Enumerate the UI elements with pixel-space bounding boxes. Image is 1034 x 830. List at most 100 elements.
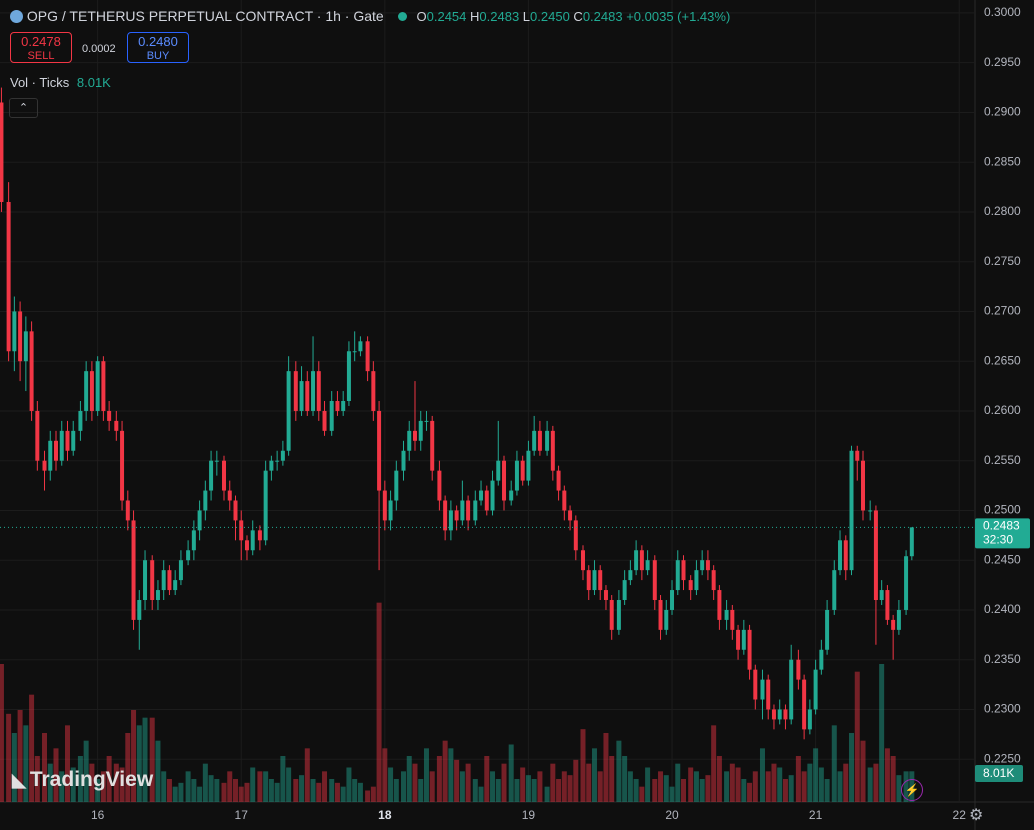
volume-bar — [197, 786, 203, 802]
candle-body — [460, 500, 465, 521]
candle-body — [186, 550, 191, 561]
candle-body — [382, 490, 387, 521]
volume-bar — [412, 763, 418, 802]
volume-bar — [232, 779, 238, 802]
volume-bar — [896, 775, 902, 802]
candle-body — [35, 410, 40, 461]
volume-bar — [299, 775, 305, 802]
sell-price: 0.2478 — [21, 34, 61, 49]
x-tick-label: 17 — [235, 808, 249, 822]
candle-body — [753, 669, 758, 700]
volume-bar — [633, 779, 639, 802]
y-tick-label: 0.2600 — [984, 403, 1021, 417]
volume-bar — [334, 782, 340, 802]
symbol-icon — [10, 10, 23, 23]
volume-bar — [370, 786, 376, 802]
candle-body — [675, 560, 680, 591]
candle-body — [335, 401, 340, 411]
volume-bar — [658, 771, 664, 802]
candle-body — [819, 649, 824, 670]
candle-body — [813, 669, 818, 710]
volume-bar — [280, 756, 286, 802]
candle-body — [161, 570, 166, 591]
candle-body — [717, 590, 722, 620]
volume-bar — [11, 733, 17, 802]
candle-body — [586, 570, 591, 591]
candle-body — [430, 420, 435, 471]
volume-bar — [586, 763, 592, 802]
y-tick-label: 0.3000 — [984, 5, 1021, 19]
volume-bar — [495, 779, 501, 802]
candle-body — [568, 510, 573, 521]
volume-bar — [873, 763, 879, 802]
candle-body — [724, 609, 729, 620]
y-tick-label: 0.2300 — [984, 702, 1021, 716]
volume-bar — [442, 740, 448, 802]
candle-body — [502, 460, 507, 501]
volume-bar — [250, 767, 256, 802]
candle-body — [299, 381, 304, 411]
candle-body — [143, 560, 148, 601]
candle-body — [167, 570, 172, 591]
volume-bar — [478, 786, 484, 802]
candle-body — [891, 619, 896, 630]
candle-body — [832, 570, 837, 610]
candle-body — [257, 530, 262, 541]
candle-body — [443, 500, 448, 531]
volume-bar — [818, 767, 824, 802]
volume-bar — [580, 729, 586, 802]
candle-body — [365, 341, 370, 372]
y-tick-label: 0.2800 — [984, 204, 1021, 218]
symbol-title[interactable]: OPG / TETHERUS PERPETUAL CONTRACT · 1h ·… — [26, 8, 384, 24]
volume-bar — [47, 763, 53, 802]
candle-body — [670, 590, 675, 610]
candle-body — [873, 510, 878, 601]
candle-body — [509, 490, 514, 501]
candle-body — [371, 371, 376, 411]
volume-bar — [616, 740, 622, 802]
volume-title: Vol · Ticks — [10, 75, 70, 90]
candle-body — [263, 470, 268, 541]
volume-bar — [238, 786, 244, 802]
volume-bar — [95, 779, 101, 802]
candle-body — [78, 410, 83, 431]
volume-bar — [890, 756, 896, 802]
candle-body — [711, 570, 716, 591]
candle-body — [879, 590, 884, 601]
volume-bar — [597, 771, 603, 802]
candle-body — [825, 609, 830, 650]
collapse-button[interactable]: ⌃ — [9, 98, 38, 118]
volume-bar — [627, 771, 633, 802]
volume-bar — [268, 779, 274, 802]
candle-body — [783, 709, 788, 720]
volume-bar — [149, 717, 155, 802]
candle-body — [681, 560, 686, 581]
candle-body — [407, 430, 412, 451]
candle-body — [280, 450, 285, 461]
volume-bar — [688, 767, 694, 802]
candle-body — [789, 659, 794, 720]
volume-bar — [465, 763, 471, 802]
volume-tag — [975, 765, 1023, 782]
volume-bar — [801, 771, 807, 802]
volume-bar — [639, 786, 645, 802]
candle-body — [777, 709, 782, 720]
volume-bar — [244, 782, 250, 802]
candle-body — [65, 430, 70, 451]
volume-bar — [131, 710, 137, 802]
volume-bar — [329, 779, 335, 802]
sell-button[interactable]: 0.2478 SELL — [10, 32, 72, 63]
volume-bar — [119, 767, 125, 802]
candle-body — [609, 600, 614, 630]
candle-body — [622, 580, 627, 601]
volume-bar — [795, 756, 801, 802]
volume-bar — [681, 779, 687, 802]
lightning-button[interactable]: ⚡ — [901, 779, 923, 801]
buy-button[interactable]: 0.2480 BUY — [127, 32, 189, 63]
volume-bar — [202, 763, 208, 802]
candle-body — [214, 460, 219, 462]
settings-button[interactable]: ⚙ — [969, 807, 984, 824]
candle-body — [191, 530, 196, 551]
candle-body — [18, 311, 23, 362]
candle-body — [209, 460, 214, 491]
